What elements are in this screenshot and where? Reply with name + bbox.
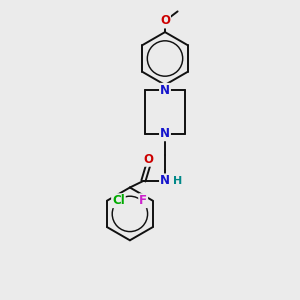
Text: H: H	[173, 176, 182, 186]
Text: Cl: Cl	[112, 194, 125, 207]
Text: F: F	[139, 194, 147, 207]
Text: O: O	[160, 14, 170, 28]
Text: O: O	[144, 153, 154, 166]
Text: N: N	[160, 174, 170, 188]
Text: N: N	[160, 127, 170, 140]
Text: N: N	[160, 84, 170, 97]
